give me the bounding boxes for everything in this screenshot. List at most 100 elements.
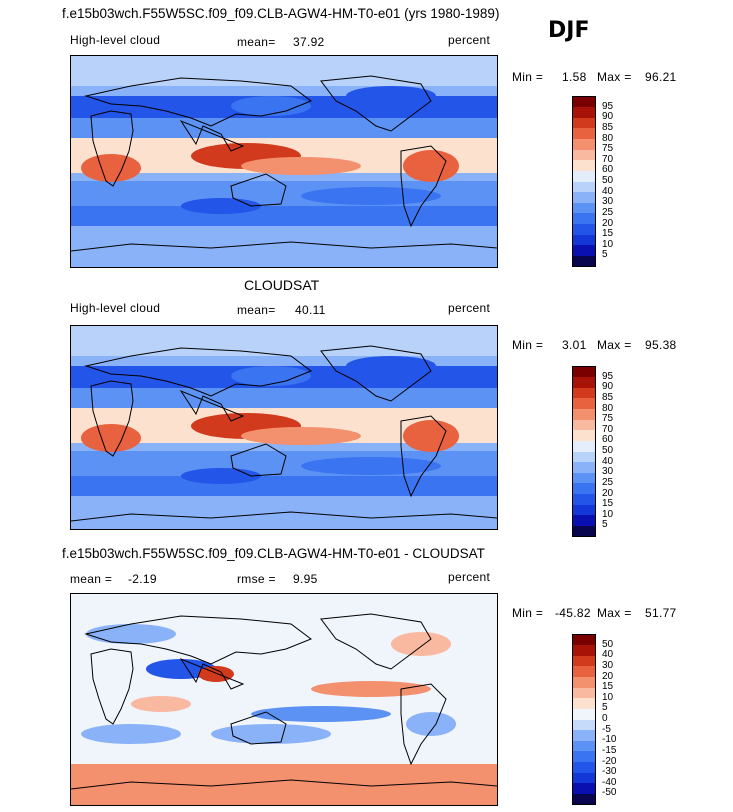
field-contour	[181, 468, 261, 484]
colorbar-swatch	[572, 159, 596, 171]
colorbar-label: 85	[602, 121, 614, 133]
colorbar-swatch	[572, 514, 596, 526]
panel2-mean-label: mean=	[237, 303, 276, 317]
field-band	[71, 388, 497, 408]
field-contour	[231, 366, 311, 386]
field-contour	[346, 356, 436, 376]
coastline	[71, 779, 497, 790]
field-contour	[211, 724, 331, 744]
colorbar-swatch	[572, 761, 596, 773]
colorbar-swatch	[572, 782, 596, 794]
field-contour	[81, 154, 141, 182]
colorbar-swatch	[572, 750, 596, 762]
colorbar-label: 15	[602, 498, 614, 510]
colorbar-swatch	[572, 117, 596, 129]
colorbar-swatch	[572, 655, 596, 667]
colorbar-swatch	[572, 181, 596, 193]
colorbar-swatch	[572, 482, 596, 494]
panel1-max-value: 96.21	[645, 70, 677, 84]
panel1-colorbar: 5 10 15 20 25 30 40 50 60 70 75 80 85 90 95	[572, 96, 632, 267]
coastline	[71, 241, 497, 252]
colorbar-label: 60	[602, 164, 614, 176]
colorbar-swatch	[572, 429, 596, 441]
coastline	[179, 119, 245, 152]
field-contour	[181, 198, 261, 214]
panel2-heading: CLOUDSAT	[244, 277, 320, 293]
coastline	[230, 711, 287, 745]
coastline	[84, 77, 313, 127]
panel3-units: percent	[448, 570, 491, 584]
panel1-map	[70, 55, 498, 268]
colorbar-label: 10	[602, 508, 614, 520]
colorbar-label: 20	[602, 670, 614, 682]
colorbar-label: 30	[602, 659, 614, 671]
colorbar-label: 50	[602, 638, 614, 650]
panel1-min-label: Min =	[512, 70, 544, 84]
field-band	[71, 206, 497, 226]
colorbar-label: -40	[602, 776, 617, 788]
colorbar-swatch	[572, 644, 596, 656]
panel3-max-value: 51.77	[645, 606, 677, 620]
panel1-mean-value: 37.92	[293, 35, 325, 49]
field-contour	[311, 681, 431, 697]
colorbar-swatch	[572, 106, 596, 118]
colorbar-label: 95	[602, 100, 614, 112]
colorbar-label: 70	[602, 423, 614, 435]
colorbar-swatch	[572, 376, 596, 388]
panel3-map	[70, 593, 498, 806]
colorbar-label: 70	[602, 153, 614, 165]
colorbar-swatch	[572, 697, 596, 709]
field-contour	[346, 86, 436, 106]
season-label: DJF	[548, 18, 590, 43]
colorbar-label: -10	[602, 734, 617, 746]
colorbar-label: 30	[602, 196, 614, 208]
coastline	[320, 75, 432, 132]
coastline	[400, 683, 447, 766]
coastline	[320, 345, 432, 402]
colorbar-swatch	[572, 397, 596, 409]
colorbar-label: 60	[602, 434, 614, 446]
panel3-rmse-value: 9.95	[293, 572, 318, 586]
colorbar-swatch	[572, 149, 596, 161]
colorbar-swatch	[572, 451, 596, 463]
field-band	[71, 226, 497, 267]
colorbar-label: -30	[602, 766, 617, 778]
field-contour	[403, 150, 459, 182]
panel3-max-label: Max =	[597, 606, 632, 620]
colorbar-swatch	[572, 408, 596, 420]
panel2-min-value: 3.01	[562, 338, 587, 352]
field-contour	[301, 457, 441, 475]
colorbar-swatch	[572, 440, 596, 452]
colorbar-label: -50	[602, 787, 617, 799]
colorbar-label: 90	[602, 111, 614, 123]
colorbar-swatch	[572, 687, 596, 699]
colorbar-label: 0	[602, 713, 608, 724]
colorbar-swatch	[572, 504, 596, 516]
panel2-field-label: High-level cloud	[70, 301, 161, 315]
colorbar-label: 50	[602, 445, 614, 456]
coastline	[71, 511, 497, 522]
colorbar-swatch	[572, 772, 596, 784]
panel2-max-value: 95.38	[645, 338, 677, 352]
panel3-min-label: Min =	[512, 606, 544, 620]
colorbar-label: 80	[602, 402, 614, 414]
colorbar-label: -5	[602, 723, 611, 735]
field-contour	[86, 624, 176, 644]
panel1-min-value: 1.58	[562, 70, 587, 84]
panel3-heading: f.e15b03wch.F55W5SC.f09_f09.CLB-AGW4-HM-…	[62, 546, 485, 561]
coastline	[179, 657, 245, 690]
panel1-max-label: Max =	[597, 70, 632, 84]
panel2-max-label: Max =	[597, 338, 632, 352]
panel1-field-label: High-level cloud	[70, 33, 161, 47]
colorbar-swatch	[572, 96, 596, 108]
field-contour	[81, 724, 181, 744]
colorbar-swatch	[572, 212, 596, 224]
colorbar-label: 30	[602, 466, 614, 478]
field-band	[71, 326, 497, 356]
field-contour	[81, 424, 141, 452]
colorbar-label: -20	[602, 755, 617, 767]
colorbar-swatch	[572, 419, 596, 431]
colorbar-swatch	[572, 244, 596, 256]
colorbar-swatch	[572, 202, 596, 214]
colorbar-swatch	[572, 255, 596, 267]
